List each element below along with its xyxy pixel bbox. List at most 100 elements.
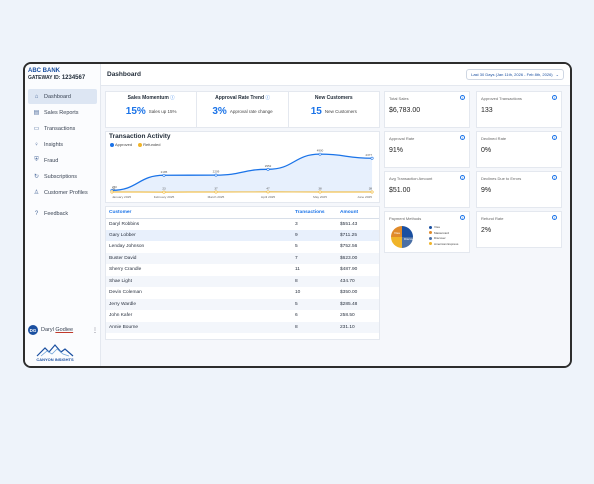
data-label: 2952 xyxy=(265,164,272,168)
data-point-approved xyxy=(318,152,322,156)
data-label: 38 xyxy=(318,187,322,191)
chart-title: Transaction Activity xyxy=(109,133,171,140)
date-range-select[interactable]: Last 30 Days (Jan 11th, 2026 - Feb 8th, … xyxy=(466,69,564,80)
payment-methods-pie: Visa Discover xyxy=(391,226,416,248)
user-menu[interactable]: DG Daryl Godiee ⋮ xyxy=(28,325,98,335)
col-amount[interactable]: Amount xyxy=(337,207,379,219)
bulb-icon: ♀ xyxy=(34,141,39,148)
transactions-cell: 11 xyxy=(295,267,300,273)
table-row[interactable]: Jerry Wardle 5 $285.48 xyxy=(106,298,379,310)
col-customer[interactable]: Customer xyxy=(106,207,292,219)
kpi-card-approved-transactions: Approved Transactions 133 i xyxy=(476,91,562,128)
info-icon[interactable]: ⓘ xyxy=(265,95,270,100)
card-label: Declined Rate xyxy=(481,136,507,141)
card-label: Refund Rate xyxy=(481,216,504,221)
info-icon[interactable]: i xyxy=(552,95,557,100)
avatar: DG xyxy=(28,325,38,335)
sidebar-item-label: Feedback xyxy=(44,210,69,217)
more-options-icon[interactable]: ⋮ xyxy=(92,327,98,334)
pie-label: Discover xyxy=(404,237,416,241)
sidebar-item-subscriptions[interactable]: ↻ Subscriptions xyxy=(28,169,97,184)
customer-cell: Annie Bourne xyxy=(106,321,292,333)
pie-slice-visa xyxy=(402,226,413,237)
data-point-approved xyxy=(214,173,218,177)
data-label: 47 xyxy=(266,187,270,191)
info-icon[interactable]: i xyxy=(552,215,557,220)
sidebar-item-customer-profiles[interactable]: ♙ Customer Profiles xyxy=(28,185,97,200)
info-icon[interactable]: i xyxy=(460,135,465,140)
customer-cell: Daryl Robbins xyxy=(109,221,140,227)
sidebar-item-transactions[interactable]: ▭ Transactions xyxy=(28,121,97,136)
pie-slice-discover xyxy=(402,237,413,248)
info-icon[interactable]: i xyxy=(460,95,465,100)
card-label: Approval Rate xyxy=(389,136,415,141)
sidebar-item-label: Transactions xyxy=(44,125,76,132)
amount-cell: $623.00 xyxy=(337,252,379,264)
kpi-card-refund-rate: Refund Rate 2% i xyxy=(476,211,562,248)
chart-icon: ▤ xyxy=(33,110,40,116)
sidebar-item-dashboard[interactable]: ⌂ Dashboard xyxy=(28,89,97,104)
line-chart: 250 2185 2209 2952 4900 4377 36 23 37 47 38 38 Janua… xyxy=(110,149,374,199)
left-column: Sales Momentum ⓘ 15% Sales up 15% Approva… xyxy=(105,91,380,362)
pie-slice-mastercard xyxy=(391,226,402,237)
col-transactions[interactable]: Transactions xyxy=(292,207,337,219)
series-line-approved xyxy=(111,153,373,191)
transactions-cell: 6 xyxy=(295,313,298,319)
pie-label: Visa xyxy=(394,231,400,235)
transactions-cell: 7 xyxy=(292,252,337,264)
customer-cell: Buster David xyxy=(106,252,292,264)
sidebar-item-label: Customer Profiles xyxy=(44,189,88,196)
data-point-approved xyxy=(162,173,166,177)
payment-methods-legend: Visa Mastercard Discover American Express xyxy=(429,225,458,247)
table-row[interactable]: Sherry Crandle 11 $487.90 xyxy=(106,264,379,276)
card-value: 133 xyxy=(481,107,493,114)
main-area: Dashboard Last 30 Days (Jan 11th, 2026 -… xyxy=(101,64,570,366)
table-row[interactable]: Devin Coleman 10 $350.00 xyxy=(106,287,379,299)
amount-cell: 231.10 xyxy=(337,321,379,333)
table-row[interactable]: Lenday Johnson 5 $752.56 xyxy=(106,241,379,253)
table-row[interactable]: John Kafer 6 258.50 xyxy=(106,310,379,322)
sidebar-item-sales-reports[interactable]: ▤ Sales Reports xyxy=(28,105,97,120)
amount-cell: $711.25 xyxy=(337,229,379,241)
gateway-id: GATEWAY ID: 1234567 xyxy=(28,75,86,81)
card-label: Declines Due to Errors xyxy=(481,176,522,181)
table-row[interactable]: Gary Lobber 9 $711.25 xyxy=(106,229,379,241)
card-label: Approved Transactions xyxy=(481,96,522,101)
data-label: 2209 xyxy=(213,170,220,174)
info-icon[interactable]: i xyxy=(460,215,465,220)
question-icon: ? xyxy=(34,210,39,217)
transactions-cell: 9 xyxy=(292,229,337,241)
info-icon[interactable]: i xyxy=(460,175,465,180)
sidebar: ABC BANK GATEWAY ID: 1234567 ⌂ Dashboard ▤… xyxy=(25,64,101,366)
table-row[interactable]: Annie Bourne 8 231.10 xyxy=(106,321,379,333)
x-tick-label: April 2025 xyxy=(261,195,275,199)
amount-cell: 258.50 xyxy=(340,313,355,319)
x-tick-label: January 2025 xyxy=(112,195,131,199)
transaction-activity-chart: 250 2185 2209 2952 4900 4377 36 23 37 47 38 38 Janua… xyxy=(105,131,380,203)
transactions-cell: 5 xyxy=(295,244,298,250)
table-row[interactable]: Daryl Robbins 3 $551.43 xyxy=(106,218,379,230)
data-point-refunded xyxy=(266,190,270,194)
shield-icon: ⛨ xyxy=(34,157,39,163)
table-row[interactable]: Buster David 7 $623.00 xyxy=(106,252,379,264)
customer-table: Customer Transactions Amount Daryl Robbi… xyxy=(105,206,380,340)
card-value: 91% xyxy=(389,147,404,154)
info-icon[interactable]: ⓘ xyxy=(170,95,175,100)
info-icon[interactable]: i xyxy=(552,175,557,180)
data-point-refunded xyxy=(370,190,374,194)
canyon-insights-logo xyxy=(36,344,74,357)
card-label: Avg Transaction Amount xyxy=(389,176,433,181)
sidebar-item-fraud[interactable]: ⛨ Fraud xyxy=(28,153,97,168)
info-icon[interactable]: i xyxy=(552,135,557,140)
kpi-card-declined-rate: Declined Rate 0% i xyxy=(476,131,562,168)
user-name: Daryl Godiee xyxy=(41,327,74,333)
kpi-card-approval-rate: Approval Rate 91% i xyxy=(384,131,470,168)
sidebar-item-insights[interactable]: ♀ Insights xyxy=(28,137,97,152)
table-row[interactable]: Shae Light 8 434.70 xyxy=(106,275,379,287)
page-title: Dashboard xyxy=(107,71,141,78)
sidebar-item-feedback[interactable]: ? Feedback xyxy=(28,206,97,221)
card-icon: ▭ xyxy=(33,126,40,132)
data-label: 4377 xyxy=(365,153,372,157)
data-point-refunded xyxy=(214,190,218,194)
amount-cell: 434.70 xyxy=(337,275,379,287)
